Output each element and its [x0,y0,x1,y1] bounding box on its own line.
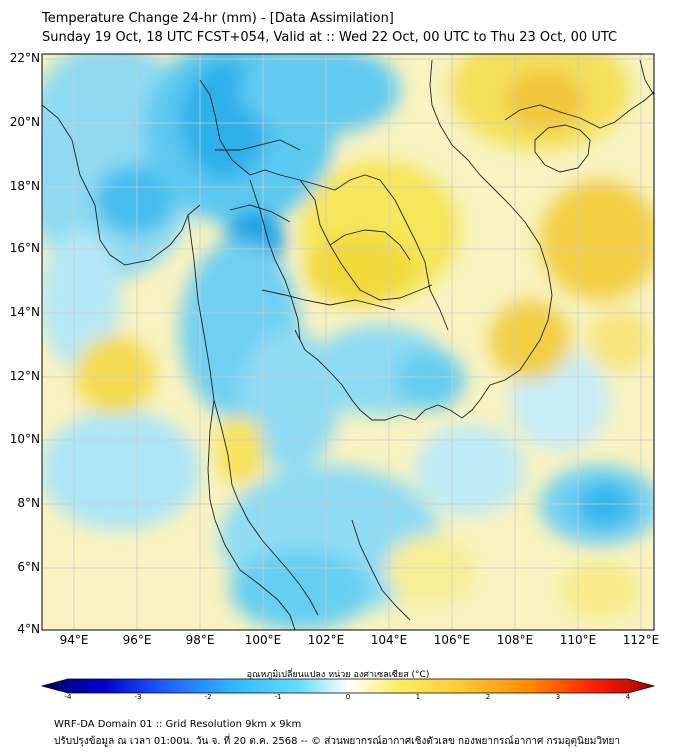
graticule [42,54,654,630]
footer-model-info: WRF-DA Domain 01 :: Grid Resolution 9km … [54,719,302,730]
colorbar-tick: 1 [415,693,421,701]
colorbar [40,678,656,694]
lat-label: 20°N [9,115,40,129]
lat-label: 10°N [9,432,40,446]
temperature-field [42,54,654,630]
coastlines-and-borders [42,59,654,630]
colorbar-tick: -3 [134,693,142,701]
lat-label: 18°N [9,179,40,193]
colorbar-tick: 3 [555,693,561,701]
lon-label: 100°E [244,633,282,647]
lon-label: 106°E [433,633,471,647]
colorbar-gradient [40,678,656,694]
lat-label: 8°N [17,496,40,510]
lon-label: 108°E [496,633,534,647]
lon-label: 98°E [185,633,215,647]
lon-label: 110°E [559,633,597,647]
lat-label: 16°N [9,241,40,255]
lat-label: 14°N [9,305,40,319]
colorbar-tick: 0 [345,693,351,701]
map-subtitle: Sunday 19 Oct, 18 UTC FCST+054, Valid at… [42,30,618,45]
lon-label: 94°E [59,633,89,647]
colorbar-tick: -4 [64,693,72,701]
lon-label: 104°E [370,633,408,647]
map-frame [41,53,655,631]
lat-label: 6°N [17,560,40,574]
lat-label: 4°N [17,622,40,636]
colorbar-label: อุณหภูมิเปลี่ยนแปลง หน่วย องศาเซลเซียส (… [246,670,430,680]
lon-label: 112°E [622,633,660,647]
lon-label: 102°E [307,633,345,647]
colorbar-tick: -2 [204,693,212,701]
colorbar-tick: -1 [274,693,282,701]
colorbar-tick: 4 [625,693,631,701]
lon-label: 96°E [122,633,152,647]
colorbar-tick: 2 [485,693,491,701]
footer-update-info: ปรับปรุงข้อมูล ณ เวลา 01:00น. วัน จ. ที่… [54,736,621,747]
lat-label: 22°N [9,51,40,65]
map-title: Temperature Change 24-hr (mm) - [Data As… [42,11,394,26]
lat-label: 12°N [9,369,40,383]
